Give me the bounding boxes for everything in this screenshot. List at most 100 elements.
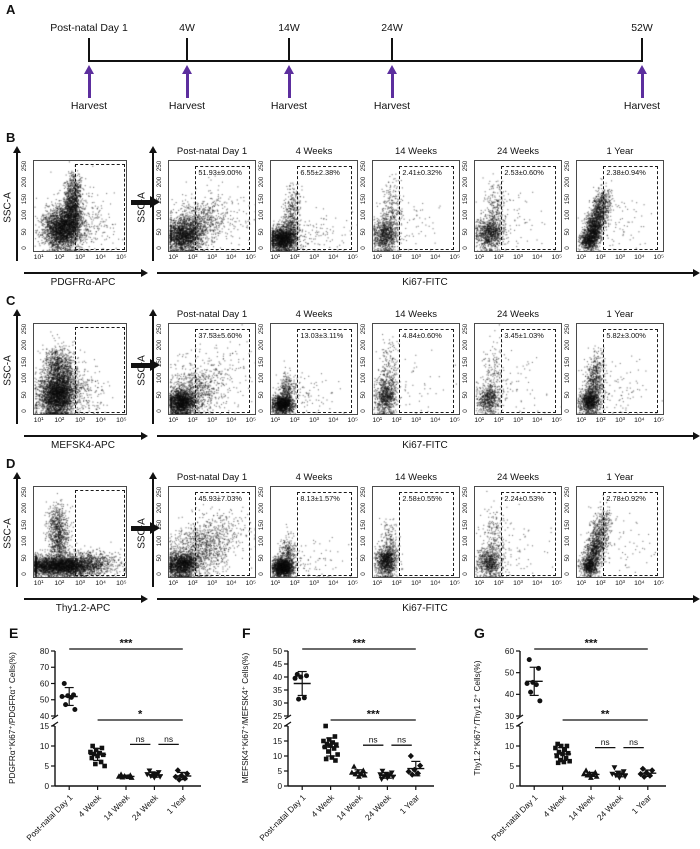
- flow-gated-xtick: 10⁴: [634, 417, 645, 424]
- data-point-triangle-down: [616, 775, 623, 781]
- flow-gated-ytick: 100: [156, 535, 163, 547]
- flow-gated-plot: 8.13±1.57%: [270, 486, 358, 578]
- flow-gated-ytick: 100: [360, 372, 367, 384]
- ki67-gate-box: [399, 166, 454, 250]
- x-tick-label: 14 Week: [334, 792, 365, 823]
- axis-break-mark: [516, 714, 524, 720]
- harvest-label: Harvest: [373, 100, 411, 112]
- flow-gated-ytick: 50: [156, 391, 163, 399]
- flow-gated-xtick: 10⁵: [245, 580, 256, 587]
- data-point-square: [556, 749, 562, 755]
- data-point-square: [323, 756, 329, 762]
- flow-gated-ytick: 100: [360, 535, 367, 547]
- significance-label: ns: [164, 734, 173, 744]
- y-tick-label: 20: [273, 722, 283, 731]
- flow-gated-xtick: 10⁴: [226, 580, 237, 587]
- flow-main-y-axis-line: [16, 316, 18, 424]
- data-point-circle: [524, 681, 530, 686]
- significance-label: ns: [369, 735, 378, 745]
- flow-gated-ytick: 50: [564, 391, 571, 399]
- y-tick-label: 10: [505, 742, 515, 751]
- flow-gated-xtick: 10⁴: [532, 417, 543, 424]
- data-point-square: [333, 742, 339, 747]
- significance-label: ***: [120, 638, 134, 650]
- harvest-arrow-stem: [287, 73, 291, 98]
- flow-gated-ytick: 200: [360, 503, 367, 514]
- flow-gated-ytick: 100: [258, 372, 265, 384]
- data-point-square: [558, 757, 563, 763]
- gate-percentage: 2.41±0.32%: [402, 168, 442, 178]
- flow-gated-ytick: 0: [360, 409, 367, 413]
- gating-arrow-head: [150, 195, 160, 208]
- flow-gated-ytick: 50: [360, 391, 367, 399]
- flow-main-xtick: 10⁵: [116, 417, 127, 424]
- significance-label: **: [601, 709, 610, 721]
- data-point-square: [324, 741, 330, 747]
- flow-main-ytick: 250: [21, 160, 28, 172]
- harvest-arrow-head: [83, 65, 94, 74]
- data-point-square: [333, 758, 338, 763]
- data-point-triangle-down: [151, 775, 158, 781]
- flow-gated-xtick: 10³: [207, 417, 217, 424]
- flow-gated-x-axis-arrowhead: [693, 431, 700, 440]
- flow-gated-ytick: 200: [564, 340, 571, 351]
- flow-plot-title: 1 Year: [606, 146, 634, 157]
- harvest-arrow-head: [636, 65, 647, 74]
- panel-letter: E: [9, 625, 18, 641]
- flow-gated-xtick: 10⁴: [430, 417, 441, 424]
- data-point-square: [328, 743, 333, 748]
- data-point-circle: [526, 657, 532, 663]
- flow-gated-plot: 37.53±5.60%: [168, 323, 256, 415]
- harvest-label: Harvest: [623, 100, 661, 112]
- ssc-a-label: SSC-A: [2, 355, 14, 386]
- ssc-a-label: SSC-A: [136, 192, 148, 223]
- flow-gated-ytick: 0: [564, 572, 571, 576]
- flow-main-xtick: 10²: [54, 417, 65, 424]
- significance-label: ns: [136, 734, 145, 744]
- y-tick-label: 30: [505, 712, 515, 721]
- flow-gated-ytick: 50: [258, 554, 265, 562]
- significance-label: ns: [397, 735, 406, 745]
- flow-gated-xtick: 10³: [615, 417, 625, 424]
- data-point-square: [90, 743, 95, 749]
- data-point-triangle-down: [378, 776, 385, 783]
- flow-gated-ytick: 50: [462, 391, 469, 399]
- flow-gated-xtick: 10¹: [474, 417, 485, 424]
- gate-percentage: 51.93±9.00%: [198, 168, 242, 178]
- data-point-square: [562, 747, 568, 753]
- significance-label: ns: [601, 737, 610, 747]
- data-point-square: [331, 746, 337, 751]
- flow-main-xtick: 10⁵: [116, 254, 127, 261]
- x-tick-label: 24 Week: [130, 792, 161, 823]
- flow-gated-xtick: 10¹: [372, 417, 383, 424]
- flow-gated-xtick: 10⁵: [347, 580, 358, 587]
- flow-gated-ytick: 250: [156, 160, 163, 172]
- data-point-square: [97, 750, 103, 756]
- flow-gated-ytick: 200: [462, 503, 469, 514]
- flow-gated-xtick: 10³: [411, 254, 421, 261]
- data-point-square: [88, 749, 93, 755]
- flow-main-ytick: 0: [21, 572, 28, 576]
- timeline-tick: [186, 38, 189, 60]
- flow-gated-ytick: 50: [258, 391, 265, 399]
- flow-gated-plot: 45.93±7.03%: [168, 486, 256, 578]
- flow-gated-y-axis-line: [152, 153, 154, 261]
- harvest-arrow-head: [181, 65, 192, 74]
- flow-gated-ytick: 200: [156, 340, 163, 351]
- gate-percentage: 2.53±0.60%: [504, 168, 544, 178]
- ki67-gate-box: [603, 166, 658, 250]
- data-point-square: [329, 755, 335, 760]
- axis-break-mark: [51, 721, 59, 727]
- flow-main-ytick: 150: [21, 193, 28, 205]
- flow-gated-xtick: 10⁵: [245, 417, 256, 424]
- ki67-gate-box: [297, 329, 352, 413]
- flow-gated-ytick: 250: [258, 323, 265, 335]
- ki67-fitc-label: Ki67-FITC: [402, 440, 448, 451]
- y-axis-title: Thy1.2⁺Ki67⁺/Thy1.2⁺ Cells(%): [473, 660, 482, 775]
- data-point-square: [330, 740, 336, 745]
- flow-gated-ytick: 0: [156, 246, 163, 250]
- sort-gate-box: [75, 163, 126, 251]
- gate-percentage: 3.45±1.03%: [504, 331, 544, 341]
- flow-gated-xtick: 10⁴: [430, 254, 441, 261]
